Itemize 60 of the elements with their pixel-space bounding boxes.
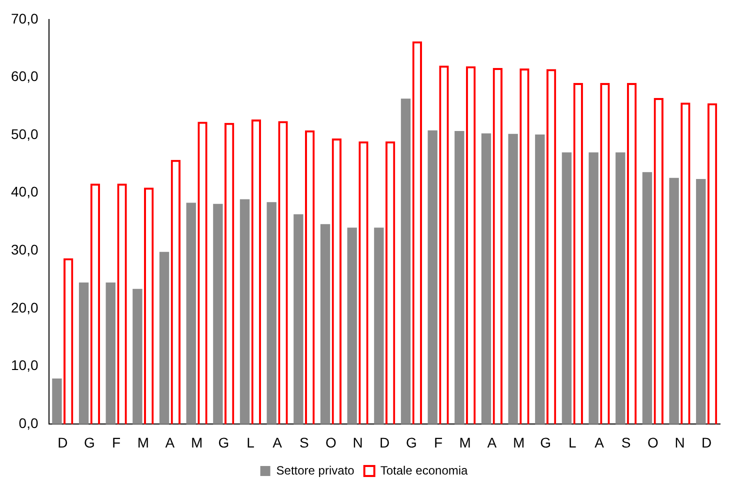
- x-tick-label: N: [674, 434, 685, 450]
- bar: [78, 282, 89, 424]
- x-tick-label: G: [406, 434, 417, 450]
- x-tick-label: M: [137, 434, 149, 450]
- bar: [696, 179, 706, 424]
- bar: [400, 98, 411, 424]
- x-tick-label: S: [299, 434, 309, 450]
- y-tick-label: 10,0: [11, 357, 38, 374]
- bar: [374, 228, 384, 424]
- bar: [588, 152, 598, 424]
- bar: [186, 202, 196, 424]
- bar: [616, 152, 626, 424]
- x-tick-label: O: [647, 434, 658, 450]
- x-tick-label: F: [434, 434, 443, 450]
- x-tick-label: N: [352, 434, 363, 450]
- bar: [535, 134, 545, 424]
- bar: [294, 214, 304, 424]
- y-tick-label: 0,0: [18, 415, 38, 432]
- bar: [428, 130, 438, 424]
- bar: [106, 282, 116, 424]
- x-tick-label: A: [594, 434, 605, 450]
- x-tick-label: L: [568, 434, 577, 450]
- bar: [508, 134, 518, 424]
- legend-label: Totale economia: [380, 463, 468, 478]
- x-tick-label: A: [272, 434, 283, 450]
- y-tick-label: 60,0: [11, 68, 38, 84]
- y-tick-label: 20,0: [11, 299, 38, 316]
- bar: [454, 131, 464, 424]
- x-tick-label: G: [218, 434, 230, 450]
- bar: [562, 152, 572, 424]
- bar: [669, 178, 679, 424]
- x-tick-label: G: [84, 434, 95, 450]
- bar: [347, 228, 357, 424]
- bar: [240, 199, 250, 424]
- bar: [642, 172, 652, 424]
- bar: [159, 252, 170, 424]
- bar: [266, 202, 276, 424]
- bar: [320, 224, 330, 424]
- x-tick-label: L: [246, 434, 255, 450]
- bar: [213, 204, 223, 424]
- x-tick-label: F: [112, 434, 121, 450]
- y-tick-label: 50,0: [11, 126, 38, 142]
- bar: [52, 378, 62, 424]
- x-tick-label: A: [487, 434, 498, 450]
- x-tick-label: D: [380, 434, 390, 450]
- y-tick-label: 70,0: [11, 10, 38, 26]
- x-tick-label: D: [58, 434, 68, 450]
- x-tick-label: M: [459, 434, 471, 450]
- bar: [481, 133, 492, 424]
- x-tick-label: M: [190, 434, 203, 450]
- legend-label: Settore privato: [276, 463, 355, 478]
- x-tick-label: G: [540, 434, 552, 450]
- bar: [132, 288, 142, 424]
- x-tick-label: A: [165, 434, 176, 450]
- y-tick-label: 30,0: [11, 242, 38, 258]
- x-tick-label: M: [512, 434, 525, 450]
- y-tick-label: 40,0: [11, 184, 38, 200]
- x-tick-label: O: [326, 434, 337, 450]
- x-tick-label: D: [702, 434, 712, 450]
- x-tick-label: S: [621, 434, 631, 450]
